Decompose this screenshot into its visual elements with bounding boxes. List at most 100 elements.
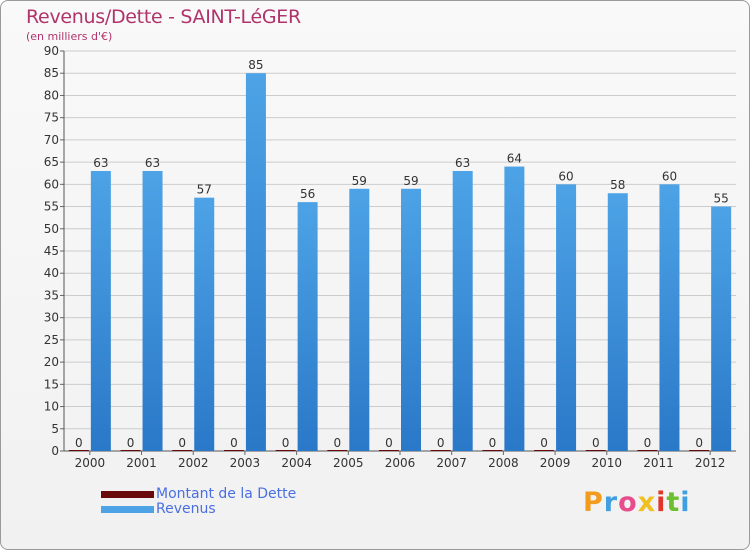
logo-letter: t [666, 487, 681, 518]
y-tick-label: 45 [44, 244, 59, 258]
y-tick-label: 85 [44, 66, 59, 80]
bar-revenue [659, 184, 680, 452]
bar-revenue [401, 188, 421, 451]
data-label-revenue: 60 [662, 169, 677, 183]
data-label-revenue: 59 [403, 174, 418, 188]
bar-revenue [245, 73, 266, 451]
bar-debt [327, 450, 348, 451]
bar-revenue [711, 206, 732, 451]
legend-label-revenue: Revenus [156, 501, 216, 517]
legend-swatch-debt [101, 491, 154, 498]
y-tick-label: 75 [44, 111, 59, 125]
bar-debt [275, 450, 296, 451]
logo-letter: P [583, 487, 604, 518]
data-label-debt: 0 [437, 436, 445, 450]
y-tick-label: 40 [44, 266, 59, 280]
data-label-debt: 0 [644, 436, 652, 450]
data-label-debt: 0 [127, 436, 135, 450]
logo-letter: i [680, 487, 691, 518]
bar-debt [172, 450, 193, 451]
bar-debt [120, 450, 141, 451]
logo-letter: o [618, 487, 638, 518]
chart-title: Revenus/Dette - SAINT-LéGER [26, 6, 301, 28]
logo-letter: r [603, 487, 619, 518]
data-label-debt: 0 [540, 436, 548, 450]
data-label-debt: 0 [333, 436, 341, 450]
bar-debt [68, 450, 89, 451]
y-tick-label: 65 [44, 155, 59, 169]
y-tick-label: 15 [44, 377, 59, 391]
bar-revenue [90, 171, 111, 451]
bar-debt [637, 450, 658, 451]
x-tick-label: 2006 [385, 456, 416, 470]
y-tick-label: 70 [44, 133, 59, 147]
x-tick-label: 2005 [333, 456, 364, 470]
bar-revenue [349, 188, 370, 451]
x-tick-label: 2001 [126, 456, 157, 470]
x-tick-label: 2011 [643, 456, 674, 470]
data-label-revenue: 55 [714, 192, 729, 206]
x-tick-label: 2010 [591, 456, 622, 470]
data-label-debt: 0 [489, 436, 497, 450]
data-label-debt: 0 [695, 436, 703, 450]
x-tick-label: 2002 [178, 456, 209, 470]
y-tick-label: 5 [51, 422, 59, 436]
logo-letter: i [656, 487, 667, 518]
y-tick-label: 20 [44, 355, 59, 369]
y-tick-label: 55 [44, 200, 59, 214]
bar-revenue [504, 166, 525, 452]
y-tick-label: 50 [44, 222, 59, 236]
y-tick-label: 25 [44, 333, 59, 347]
data-label-revenue: 56 [300, 187, 315, 201]
bar-debt [379, 450, 399, 451]
x-tick-label: 2012 [695, 456, 726, 470]
bar-debt [689, 450, 710, 451]
data-label-revenue: 64 [507, 152, 522, 166]
bar-debt [534, 450, 555, 451]
y-tick-label: 35 [44, 288, 59, 302]
data-label-debt: 0 [75, 436, 83, 450]
data-label-revenue: 63 [145, 156, 160, 170]
bar-debt [585, 450, 606, 451]
y-tick-label: 80 [44, 88, 59, 102]
data-label-debt: 0 [385, 436, 393, 450]
data-label-revenue: 63 [93, 156, 108, 170]
data-label-revenue: 59 [352, 174, 367, 188]
data-label-revenue: 60 [558, 169, 573, 183]
proxiti-logo: Proxiti [583, 487, 691, 518]
bar-revenue [452, 171, 473, 451]
legend-swatch-revenue [101, 506, 154, 513]
bar-debt [482, 450, 503, 451]
y-tick-label: 0 [51, 444, 59, 458]
x-tick-label: 2009 [540, 456, 571, 470]
chart-subtitle: (en milliers d'€) [26, 30, 113, 43]
bar-revenue [556, 184, 577, 452]
data-label-revenue: 63 [455, 156, 470, 170]
data-label-debt: 0 [592, 436, 600, 450]
bar-revenue [297, 202, 318, 451]
bar-revenue [607, 193, 628, 451]
y-tick-label: 30 [44, 311, 59, 325]
data-label-revenue: 57 [197, 183, 212, 197]
bar-debt [223, 450, 244, 451]
data-label-debt: 0 [282, 436, 290, 450]
bar-debt [430, 450, 451, 451]
y-tick-label: 60 [44, 177, 59, 191]
bar-revenue [142, 171, 163, 451]
y-tick-label: 10 [44, 400, 59, 414]
data-label-revenue: 58 [610, 178, 625, 192]
x-tick-label: 2008 [488, 456, 519, 470]
y-tick-label: 90 [44, 44, 59, 58]
x-tick-label: 2003 [230, 456, 261, 470]
x-tick-label: 2004 [281, 456, 312, 470]
legend-label-debt: Montant de la Dette [156, 486, 297, 502]
data-label-debt: 0 [178, 436, 186, 450]
x-tick-label: 2000 [75, 456, 106, 470]
bar-revenue [194, 197, 215, 451]
data-label-revenue: 85 [248, 58, 263, 72]
data-label-debt: 0 [230, 436, 238, 450]
logo-letter: x [637, 487, 657, 518]
x-tick-label: 2007 [436, 456, 467, 470]
